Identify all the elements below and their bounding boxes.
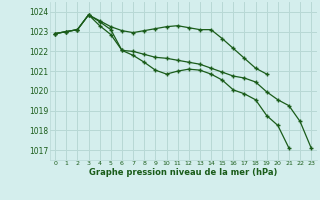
X-axis label: Graphe pression niveau de la mer (hPa): Graphe pression niveau de la mer (hPa)	[89, 168, 277, 177]
